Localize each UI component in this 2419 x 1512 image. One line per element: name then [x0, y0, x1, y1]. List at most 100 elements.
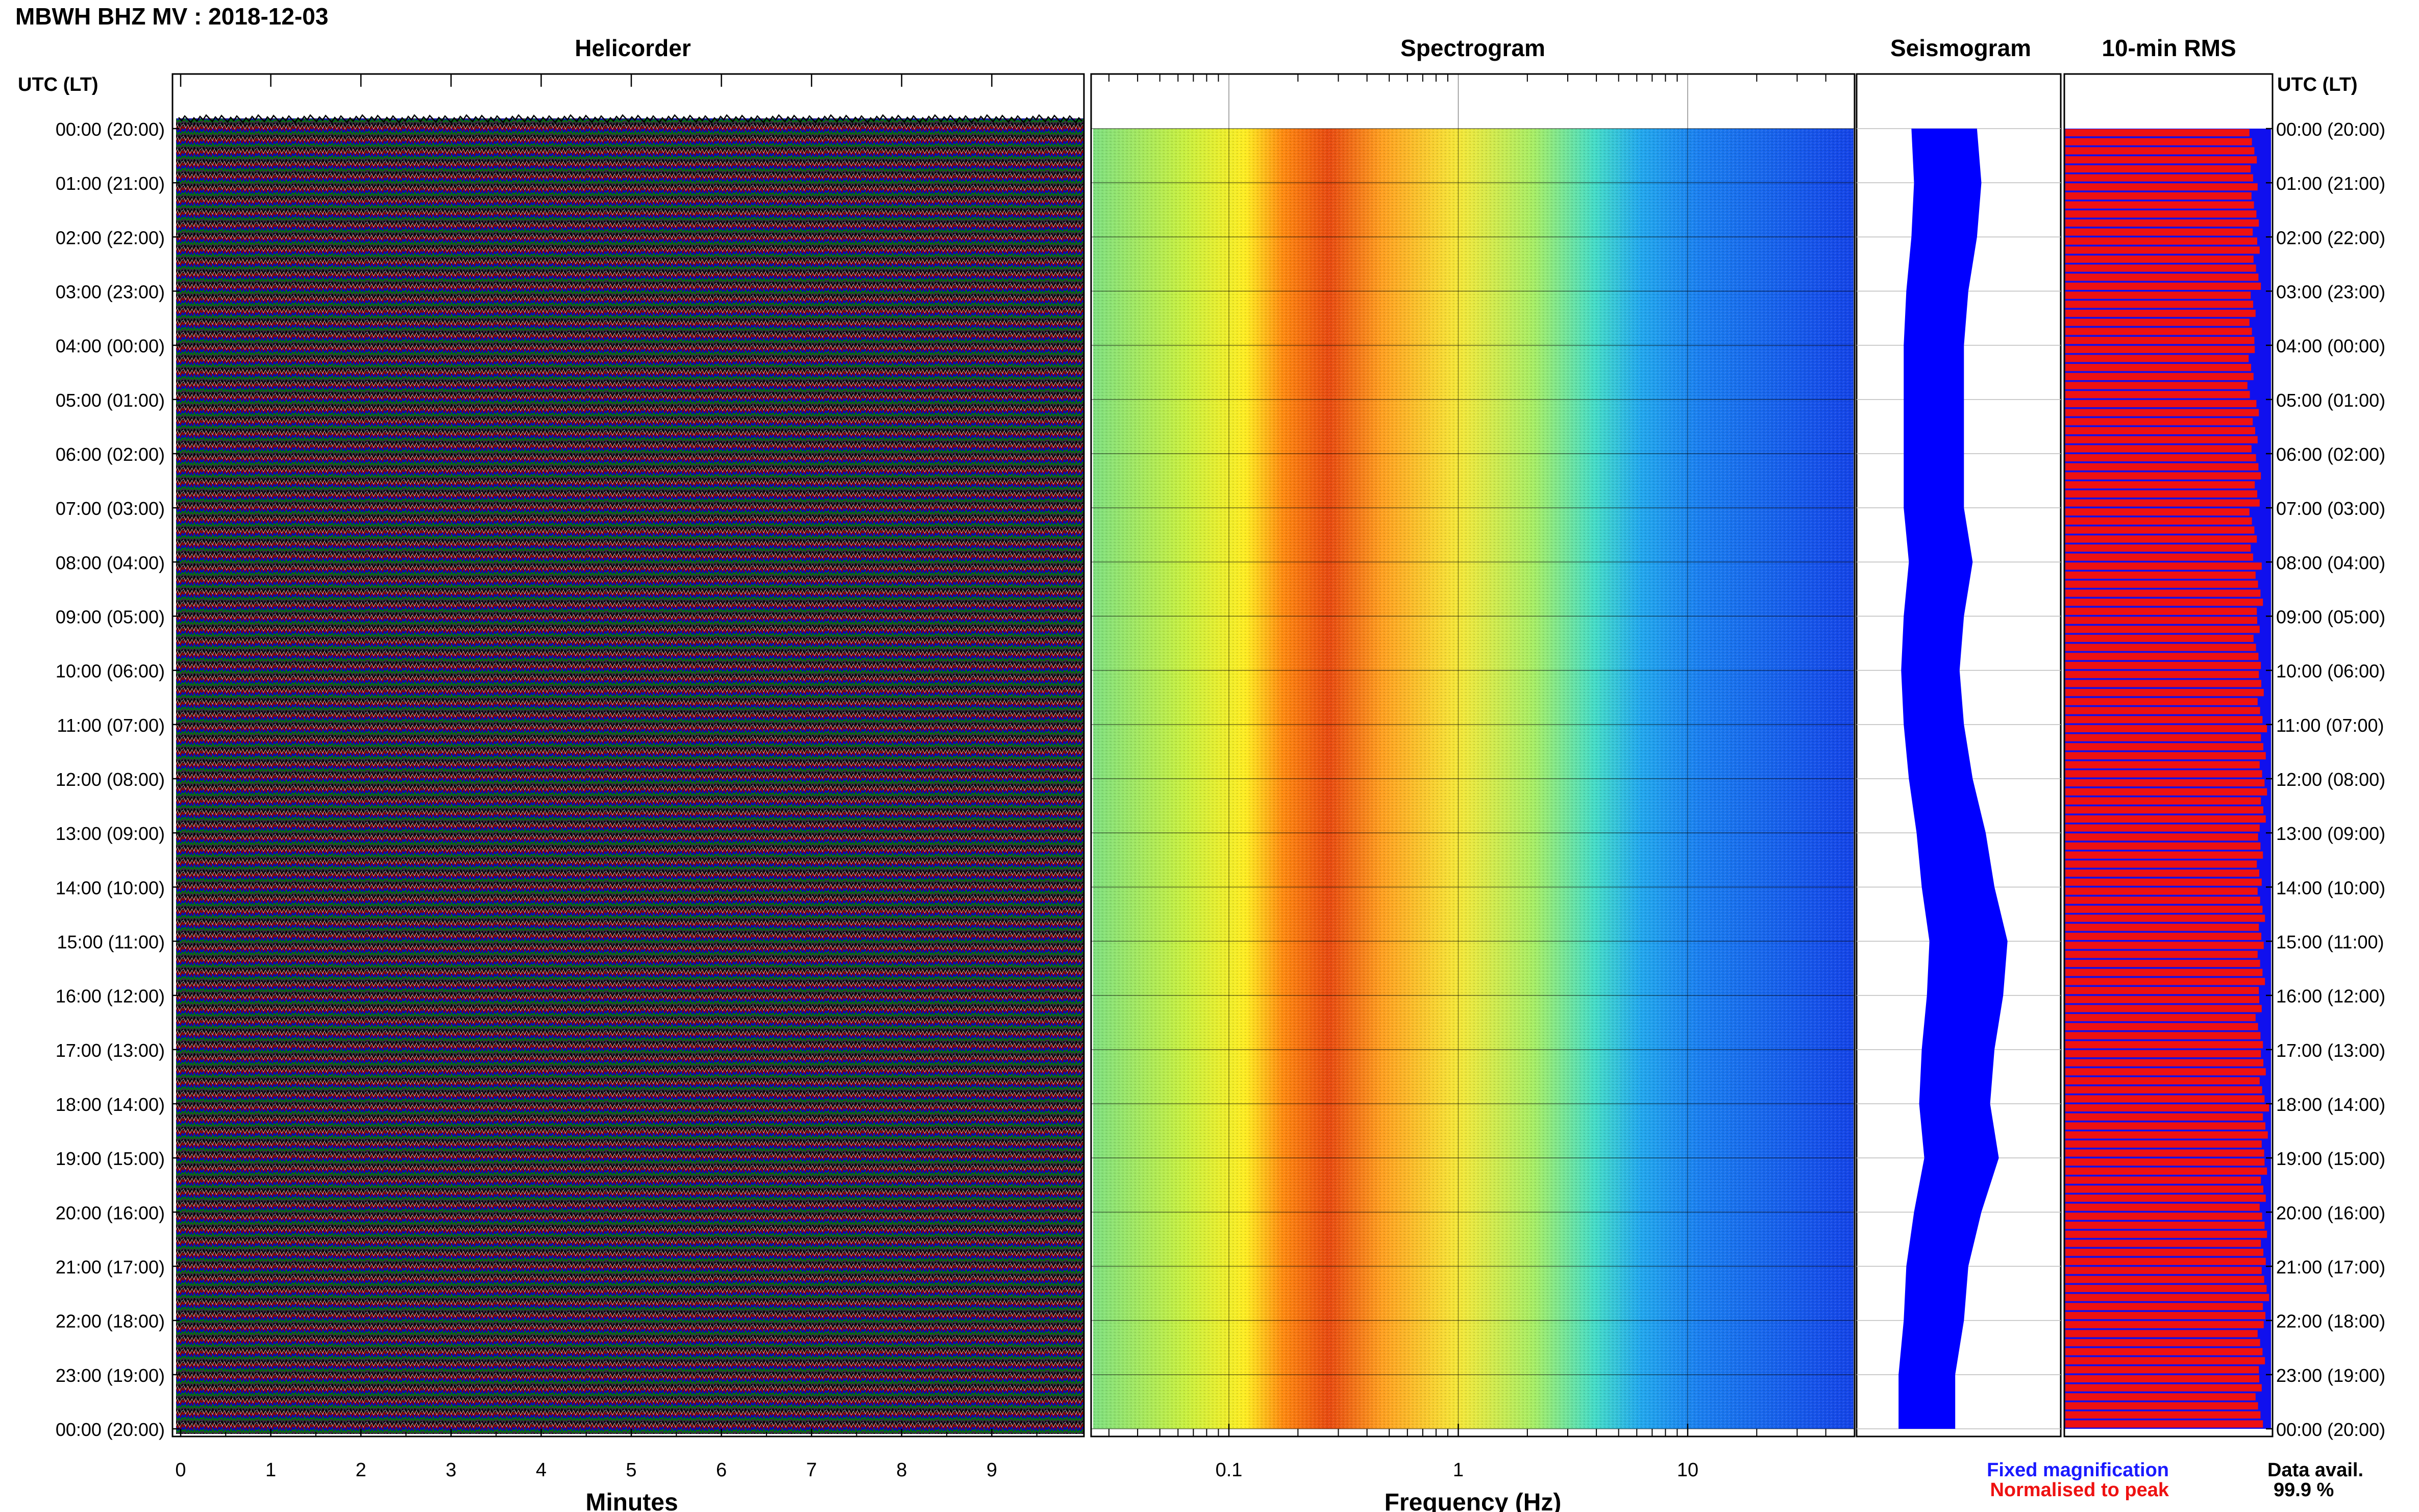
minutes-tick-label: 0 — [175, 1459, 186, 1481]
rms-bar — [2065, 264, 2256, 272]
rms-bar — [2065, 924, 2259, 931]
rms-bar — [2065, 1375, 2259, 1383]
rms-bar — [2065, 815, 2266, 823]
rms-bar — [2065, 689, 2264, 697]
rms-bar — [2065, 1294, 2269, 1301]
legend-normalised-to-peak: Normalised to peak — [1990, 1479, 2169, 1501]
rms-bar — [2065, 373, 2254, 380]
rms-bar — [2065, 1176, 2261, 1184]
rms-bar — [2065, 210, 2257, 218]
time-tick-left: 18:00 (14:00) — [56, 1094, 165, 1115]
rms-bar — [2065, 274, 2259, 281]
rms-bar — [2065, 1122, 2265, 1130]
helicorder-first-trace — [178, 114, 1082, 123]
rms-bar — [2065, 671, 2259, 678]
time-tick-left: 06:00 (02:00) — [56, 444, 165, 465]
rms-bar — [2065, 1194, 2266, 1202]
rms-bar — [2065, 355, 2249, 362]
time-tick-left: 08:00 (04:00) — [56, 552, 165, 573]
rms-bar — [2065, 174, 2253, 182]
plot-title: MBWH BHZ MV : 2018-12-03 — [15, 3, 328, 30]
rms-bar — [2065, 1140, 2262, 1148]
time-tick-left: 12:00 (08:00) — [56, 769, 165, 790]
rms-bar — [2065, 517, 2252, 525]
rms-bar — [2065, 743, 2263, 751]
rms-bar — [2065, 282, 2261, 290]
minutes-tick-label: 1 — [265, 1459, 276, 1481]
rms-bar — [2065, 969, 2263, 976]
rms-bar — [2065, 418, 2253, 426]
rms-bar — [2065, 698, 2258, 705]
rms-bar — [2065, 1222, 2265, 1229]
rms-bar — [2065, 1276, 2264, 1283]
rms-bar — [2065, 1113, 2263, 1121]
rms-bar — [2065, 301, 2253, 308]
rms-bar — [2065, 1005, 2262, 1012]
rms-bar — [2065, 824, 2260, 832]
rms-bar — [2065, 616, 2257, 624]
rms-bar — [2065, 1023, 2258, 1030]
rms-bar — [2065, 580, 2258, 588]
spectrogram-panel — [1090, 73, 1856, 1437]
minutes-tick-label: 2 — [356, 1459, 366, 1481]
rms-bar — [2065, 978, 2265, 985]
rms-bar — [2065, 328, 2252, 335]
rms-bar — [2065, 1059, 2263, 1067]
rms-bar — [2065, 986, 2259, 995]
rms-bar — [2065, 941, 2264, 949]
time-tick-left: 17:00 (13:00) — [56, 1040, 165, 1061]
time-tick-left: 07:00 (03:00) — [56, 498, 165, 519]
rms-bar — [2065, 1257, 2266, 1265]
minutes-tick-label: 6 — [716, 1459, 727, 1481]
minutes-axis-label: Minutes — [585, 1489, 678, 1512]
time-tick-left: 23:00 (19:00) — [56, 1365, 165, 1386]
rms-bar — [2065, 707, 2260, 714]
rms-bar — [2065, 626, 2260, 633]
rms-bar — [2065, 1050, 2261, 1058]
rms-bar — [2065, 345, 2255, 353]
time-tick-left: 13:00 (09:00) — [56, 823, 165, 844]
time-tick-right: 22:00 (18:00) — [2276, 1311, 2385, 1332]
rms-bar — [2065, 1077, 2260, 1085]
rms-bar — [2065, 291, 2251, 299]
rms-bar — [2065, 869, 2259, 877]
rms-bar — [2065, 680, 2261, 687]
time-tick-left: 10:00 (06:00) — [56, 661, 165, 682]
rms-bar — [2065, 255, 2254, 263]
minutes-tick-label: 7 — [806, 1459, 817, 1481]
rms-bar — [2065, 364, 2251, 371]
rms-bar — [2065, 1240, 2261, 1247]
minutes-tick-label: 3 — [446, 1459, 456, 1481]
time-tick-right: 11:00 (07:00) — [2276, 715, 2384, 736]
time-tick-left: 11:00 (07:00) — [57, 715, 165, 736]
rms-bar — [2065, 129, 2250, 137]
time-tick-right: 19:00 (15:00) — [2276, 1148, 2385, 1169]
legend-fixed-magnification: Fixed magnification — [1987, 1459, 2169, 1481]
rms-bar — [2065, 1203, 2260, 1211]
seismogram-trace — [1898, 129, 2008, 1429]
helicorder-title: Helicorder — [575, 35, 691, 61]
rms-bar — [2065, 661, 2261, 670]
rms-bar — [2065, 1339, 2260, 1347]
rms-bar — [2065, 400, 2257, 408]
time-tick-left: 15:00 (11:00) — [57, 932, 165, 953]
rms-bar — [2065, 761, 2260, 769]
time-tick-left: 00:00 (20:00) — [56, 119, 165, 140]
minutes-tick-label: 4 — [536, 1459, 547, 1481]
time-tick-right: 06:00 (02:00) — [2276, 444, 2385, 465]
rms-bar — [2065, 833, 2258, 841]
rms-bar — [2065, 1249, 2263, 1256]
rms-bar — [2065, 427, 2255, 435]
seismogram-title: Seismogram — [1890, 35, 2031, 61]
rms-bar — [2065, 770, 2262, 778]
time-tick-left: 05:00 (01:00) — [56, 390, 165, 411]
data-availability-value: 99.9 % — [2274, 1479, 2334, 1501]
time-tick-left: 20:00 (16:00) — [56, 1202, 165, 1223]
rms-bar — [2065, 1086, 2262, 1094]
rms-bar — [2065, 544, 2251, 552]
rms-bar — [2065, 860, 2257, 868]
rms-bar — [2065, 409, 2259, 416]
rms-bar — [2065, 1321, 2264, 1328]
time-tick-left: 02:00 (22:00) — [56, 227, 165, 248]
time-tick-right: 09:00 (05:00) — [2276, 607, 2385, 628]
